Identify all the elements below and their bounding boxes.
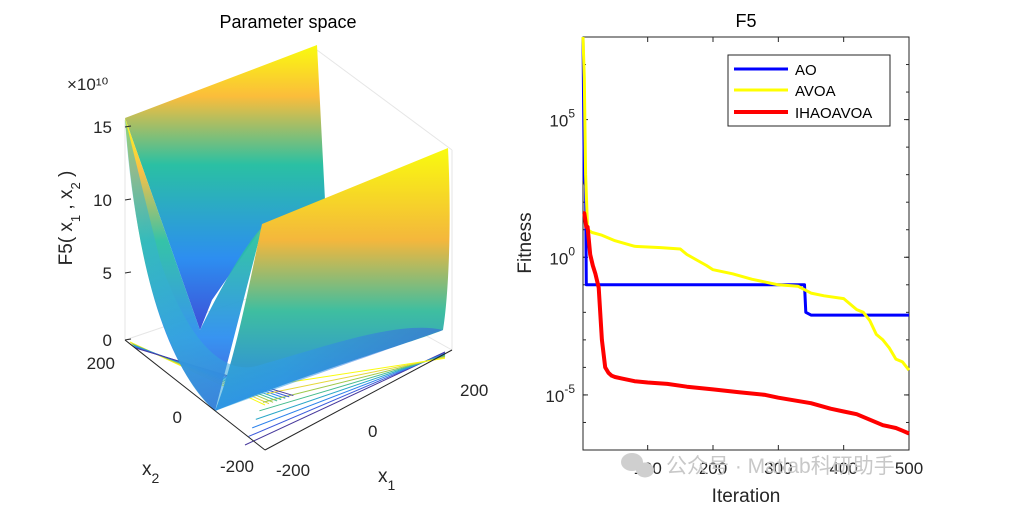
x1-tick-0: 0: [368, 422, 377, 441]
legend-label-ao: AO: [795, 62, 817, 79]
watermark: 公众号 · Matlab科研助手: [621, 453, 895, 478]
contour-line-right: [266, 356, 446, 395]
x2-tick-200: 200: [87, 354, 115, 373]
z-tick-10: 10: [93, 191, 112, 210]
legend-label-avoa: AVOA: [795, 83, 836, 100]
series-lines: [581, 36, 911, 436]
contour-line-right: [262, 356, 446, 403]
y-tick-label: 100: [549, 244, 575, 268]
x2-tick-0: 0: [173, 408, 182, 427]
x-tick-label: 500: [895, 459, 923, 478]
watermark-text: 公众号 · Matlab科研助手: [666, 455, 895, 478]
z-tick-15: 15: [93, 118, 112, 137]
series-line-avoa: [581, 36, 911, 372]
contour-line-right: [270, 357, 446, 386]
series-line-ihaoavoa: [582, 211, 910, 436]
y-axis-label: Fitness: [515, 212, 536, 273]
z-exponent: ×10¹⁰: [67, 75, 108, 94]
x1-tick-neg200: -200: [276, 461, 310, 480]
surface-title: Parameter space: [219, 12, 356, 32]
z-tick-0: 0: [103, 331, 112, 350]
x2-tick-neg200: -200: [220, 457, 254, 476]
surface-plot: Parameter space ×10¹⁰ 15 10 5 0: [56, 12, 488, 493]
x2-label: x2: [142, 459, 160, 486]
chart-title: F5: [735, 11, 756, 31]
z-tick-5: 5: [103, 264, 112, 283]
surface: [125, 45, 450, 411]
x-tick-label: 300: [764, 459, 792, 478]
x-axis-label: Iteration: [712, 486, 781, 507]
x1-tick-200: 200: [460, 381, 488, 400]
x1-label: x1: [378, 466, 396, 493]
x-tick-label: 200: [699, 459, 727, 478]
wechat-icon: [621, 453, 654, 478]
legend-label-ihaoavoa: IHAOAVOA: [795, 105, 872, 122]
contour-line-right: [259, 355, 446, 412]
legend: AO AVOA IHAOAVOA: [727, 54, 891, 127]
x-tick-label: 400: [829, 459, 857, 478]
y-tick-label: 105: [549, 107, 575, 131]
y-tick-label: 10-5: [545, 382, 575, 406]
z-axis: ×10¹⁰ 15 10 5 0 F5( x1 , x2 ): [56, 75, 132, 350]
z-label: F5( x1 , x2 ): [56, 171, 83, 266]
x1-axis: -200 0 200 x1: [264, 349, 488, 493]
